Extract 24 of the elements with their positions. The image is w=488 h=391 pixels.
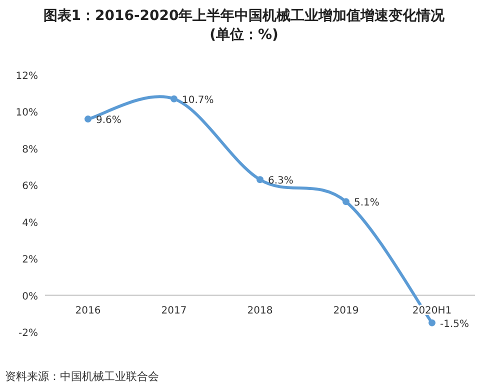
- data-label: 9.6%: [96, 115, 122, 126]
- y-tick-label: 4%: [22, 218, 38, 229]
- point: [428, 319, 436, 326]
- x-tick-label: 2017: [161, 305, 187, 316]
- y-tick-label: 2%: [22, 254, 38, 266]
- point: [84, 116, 92, 123]
- x-tick-label: 2018: [247, 305, 273, 316]
- y-tick-label: 0%: [22, 291, 38, 302]
- point: [256, 176, 264, 184]
- y-tick-label: 10%: [16, 108, 38, 119]
- data-label: 5.1%: [354, 198, 380, 209]
- x-tick-label: 2016: [75, 305, 101, 316]
- chart-title: 图表1：2016-2020年上半年中国机械工业增加值增速变化情况 (单位：%): [43, 7, 446, 43]
- y-tick-label: 8%: [22, 144, 38, 156]
- data-label: 10.7%: [182, 94, 214, 106]
- point: [342, 198, 350, 206]
- y-tick-label: 12%: [16, 71, 38, 82]
- y-tick-label: -2%: [18, 328, 38, 339]
- point: [170, 95, 178, 102]
- data-label: 6.3%: [268, 176, 294, 187]
- text: 资料来源：中国机械工业联合会: [5, 370, 159, 383]
- y-tick-label: 6%: [22, 181, 38, 192]
- data-label: -1.5%: [440, 318, 470, 330]
- x-tick-label: 2019: [333, 305, 359, 316]
